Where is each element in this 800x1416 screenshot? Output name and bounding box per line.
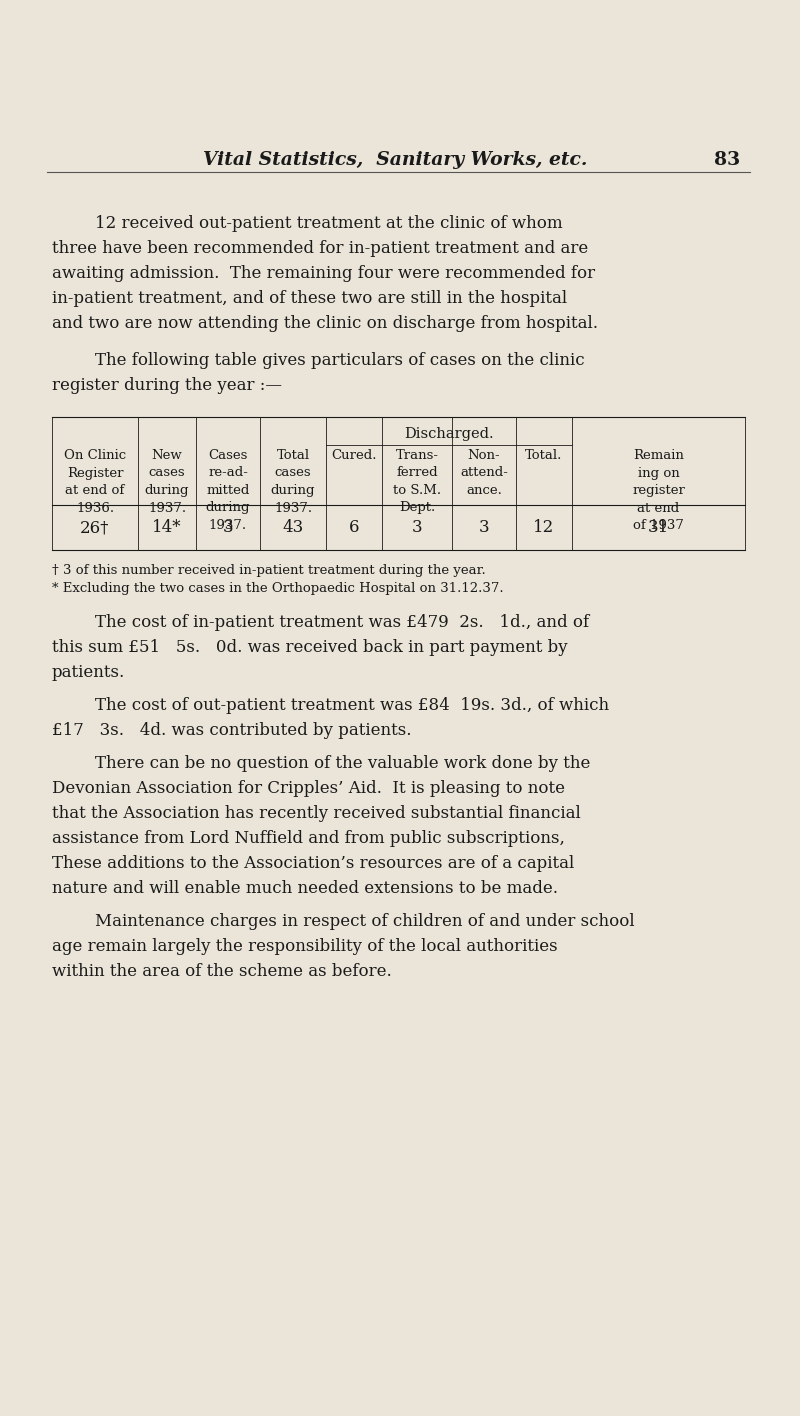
- Text: Maintenance charges in respect of children of and under school: Maintenance charges in respect of childr…: [95, 913, 634, 930]
- Text: 3: 3: [412, 520, 422, 537]
- Text: register during the year :—: register during the year :—: [52, 377, 282, 394]
- Text: The cost of out-patient treatment was £84  19s. 3d., of which: The cost of out-patient treatment was £8…: [95, 697, 609, 714]
- Text: patients.: patients.: [52, 664, 126, 681]
- Text: On Clinic
Register
at end of
1936.: On Clinic Register at end of 1936.: [64, 449, 126, 514]
- Text: 3: 3: [478, 520, 490, 537]
- Text: that the Association has recently received substantial financial: that the Association has recently receiv…: [52, 806, 581, 823]
- Text: Discharged.: Discharged.: [404, 428, 494, 440]
- Text: Vital Statistics,  Sanitary Works, etc.: Vital Statistics, Sanitary Works, etc.: [203, 152, 587, 169]
- Text: three have been recommended for in-patient treatment and are: three have been recommended for in-patie…: [52, 239, 588, 256]
- Text: The following table gives particulars of cases on the clinic: The following table gives particulars of…: [95, 353, 585, 370]
- Text: and two are now attending the clinic on discharge from hospital.: and two are now attending the clinic on …: [52, 314, 598, 331]
- Text: New
cases
during
1937.: New cases during 1937.: [145, 449, 190, 514]
- Text: 3: 3: [222, 520, 234, 537]
- Text: Cases
re-ad-
mitted
during
1937.: Cases re-ad- mitted during 1937.: [206, 449, 250, 532]
- Text: 12 received out-patient treatment at the clinic of whom: 12 received out-patient treatment at the…: [95, 215, 562, 232]
- Text: £17   3s.   4d. was contributed by patients.: £17 3s. 4d. was contributed by patients.: [52, 722, 411, 739]
- Text: Trans-
ferred
to S.M.
Dept.: Trans- ferred to S.M. Dept.: [393, 449, 441, 514]
- Text: 31: 31: [648, 520, 669, 537]
- Text: age remain largely the responsibility of the local authorities: age remain largely the responsibility of…: [52, 937, 558, 954]
- Text: in-patient treatment, and of these two are still in the hospital: in-patient treatment, and of these two a…: [52, 290, 567, 307]
- Text: nature and will enable much needed extensions to be made.: nature and will enable much needed exten…: [52, 879, 558, 896]
- Text: Total
cases
during
1937.: Total cases during 1937.: [270, 449, 315, 514]
- Text: Remain
ing on
register
at end
of 1937: Remain ing on register at end of 1937: [632, 449, 685, 532]
- Text: 43: 43: [282, 520, 304, 537]
- Text: 26†: 26†: [80, 520, 110, 537]
- Text: Devonian Association for Cripples’ Aid.  It is pleasing to note: Devonian Association for Cripples’ Aid. …: [52, 780, 565, 797]
- Text: Non-
attend-
ance.: Non- attend- ance.: [460, 449, 508, 497]
- Text: 83: 83: [714, 152, 740, 169]
- Text: Total.: Total.: [526, 449, 562, 462]
- Text: within the area of the scheme as before.: within the area of the scheme as before.: [52, 963, 392, 980]
- Text: awaiting admission.  The remaining four were recommended for: awaiting admission. The remaining four w…: [52, 265, 595, 282]
- Text: Cured.: Cured.: [331, 449, 377, 462]
- Text: 12: 12: [534, 520, 554, 537]
- Text: 6: 6: [349, 520, 359, 537]
- Text: There can be no question of the valuable work done by the: There can be no question of the valuable…: [95, 755, 590, 772]
- Text: this sum £51   5s.   0d. was received back in part payment by: this sum £51 5s. 0d. was received back i…: [52, 639, 568, 656]
- Text: 14*: 14*: [152, 520, 182, 537]
- Text: * Excluding the two cases in the Orthopaedic Hospital on 31.12.37.: * Excluding the two cases in the Orthopa…: [52, 582, 504, 595]
- Text: The cost of in-patient treatment was £479  2s.   1d., and of: The cost of in-patient treatment was £47…: [95, 615, 589, 632]
- Text: assistance from Lord Nuffield and from public subscriptions,: assistance from Lord Nuffield and from p…: [52, 830, 565, 847]
- Text: † 3 of this number received in-patient treatment during the year.: † 3 of this number received in-patient t…: [52, 564, 486, 576]
- Text: These additions to the Association’s resources are of a capital: These additions to the Association’s res…: [52, 855, 574, 872]
